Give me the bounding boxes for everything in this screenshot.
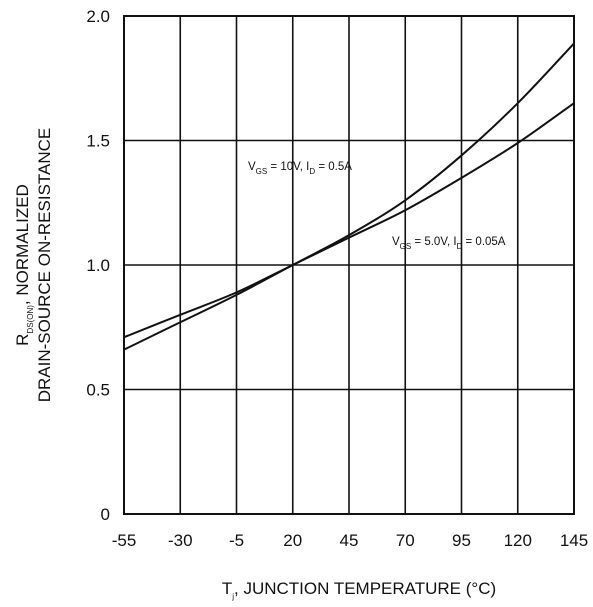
series-annotation-0: VGS = 10V, ID = 0.5A [248, 161, 352, 176]
y-tick-label: 1.0 [86, 256, 110, 275]
y-tick-label: 1.5 [86, 132, 110, 151]
x-tick-label: -30 [168, 531, 193, 550]
x-tick-label: 70 [396, 531, 415, 550]
y-tick-label: 2.0 [86, 7, 110, 26]
x-tick-label: 120 [504, 531, 532, 550]
y-axis-label-main: R [13, 334, 32, 346]
y-tick-label: 0.5 [86, 381, 110, 400]
x-axis-label-sub: j [231, 592, 234, 601]
series-line-0 [123, 42, 575, 351]
x-tick-label: 20 [283, 531, 302, 550]
x-tick-label: 45 [340, 531, 359, 550]
y-axis-label-rest: , NORMALIZED [13, 184, 32, 305]
grid [124, 16, 574, 514]
x-axis-label-main: T [222, 579, 232, 598]
curves [123, 42, 575, 351]
annotations: VGS = 10V, ID = 0.5A VGS = 5.0V, ID = 0.0… [248, 161, 506, 251]
y-axis-label: RDS(ON), NORMALIZED DRAIN-SOURCE ON-RESI… [13, 128, 54, 403]
x-tick-label: -5 [229, 531, 244, 550]
x-tick-label: 145 [560, 531, 588, 550]
y-axis-label-line2: DRAIN-SOURCE ON-RESISTANCE [35, 128, 54, 403]
series-annotation-1: VGS = 5.0V, ID = 0.05A [392, 236, 506, 251]
svg-text:RDS(ON), NORMALIZED: RDS(ON), NORMALIZED [13, 184, 35, 346]
series-line-1 [123, 102, 575, 339]
x-tick-label: -55 [112, 531, 137, 550]
tick-labels: -55 -30 -5 20 45 70 95 120 145 0 0.5 1.0 1.5 2.0 [86, 7, 588, 550]
plot-frame [123, 15, 575, 515]
x-tick-label: 95 [452, 531, 471, 550]
y-axis-label-sub: DS(ON) [26, 305, 35, 334]
y-tick-label: 0 [101, 505, 110, 524]
x-axis-label: Tj, JUNCTION TEMPERATURE (°C) [222, 579, 496, 601]
x-axis-label-rest: , JUNCTION TEMPERATURE (°C) [234, 579, 496, 598]
